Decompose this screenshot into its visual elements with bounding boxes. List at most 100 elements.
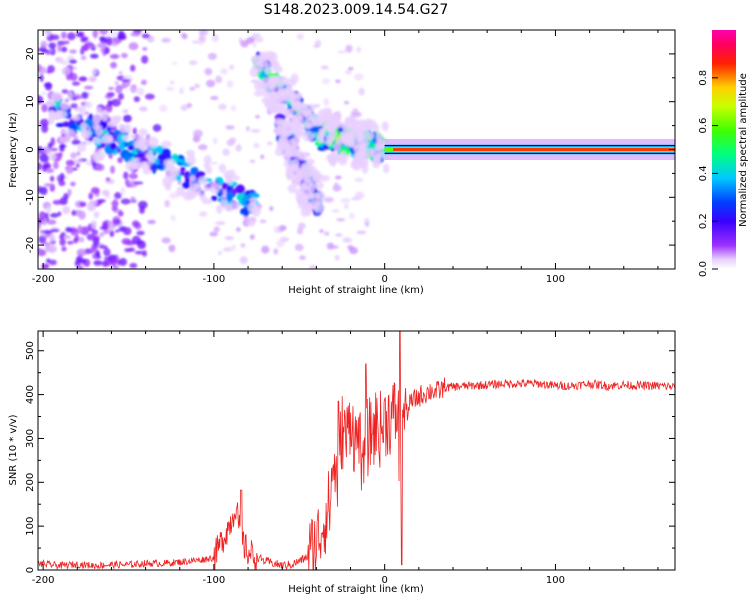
heatmap-cell (243, 206, 249, 216)
heatmap-cell (55, 122, 66, 128)
heatmap-cell (90, 53, 99, 59)
heatmap-cell (120, 52, 128, 59)
heatmap-cell (140, 79, 147, 86)
heatmap-cell (177, 173, 182, 183)
y-tick-label: 20 (25, 48, 36, 61)
heatmap-cell (283, 150, 292, 161)
heatmap-cell (64, 98, 70, 103)
heatmap-cell (218, 103, 227, 111)
y-tick-label: 10 (25, 95, 36, 108)
heatmap-cell (141, 33, 150, 39)
heatmap-cell (356, 135, 364, 144)
heatmap-cell (88, 76, 97, 83)
heatmap-cell (185, 149, 196, 157)
heatmap-cell (81, 44, 89, 52)
heatmap-cell (217, 250, 223, 256)
heatmap-cell (189, 86, 195, 91)
heatmap-cell (123, 123, 132, 134)
heatmap-cell (41, 103, 48, 113)
figure-title: S148.2023.009.14.54.G27 (264, 2, 449, 18)
heatmap-cell (140, 157, 148, 163)
heatmap-cell (118, 71, 123, 75)
heatmap-cell (356, 230, 367, 235)
heatmap-cell (74, 260, 81, 267)
heatmap-cell (48, 42, 57, 49)
heatmap-cell (171, 61, 178, 66)
heatmap-cell (38, 162, 42, 171)
heatmap-cell (198, 35, 207, 42)
heatmap-cell (295, 129, 304, 138)
heatmap-cell (343, 101, 350, 105)
heatmap-cell (142, 47, 148, 51)
heatmap-cell (59, 60, 70, 65)
heatmap-cell (99, 232, 105, 237)
heatmap-cell (331, 121, 343, 129)
heatmap-cell (112, 218, 121, 225)
heatmap-cell (75, 163, 80, 168)
heatmap-cell (80, 226, 90, 236)
heatmap-cell (229, 201, 241, 211)
y-tick-label: 100 (25, 517, 36, 536)
heatmap-cell (50, 34, 60, 40)
heatmap-cell (39, 74, 44, 82)
heatmap-cell (329, 113, 338, 122)
heatmap-cell (229, 64, 235, 70)
heatmap-cell (57, 211, 62, 217)
heatmap-cell (138, 200, 148, 209)
snr-line-layer (38, 331, 675, 570)
heatmap-cell (75, 94, 83, 100)
heatmap-cell (249, 159, 256, 163)
heatmap-cell (240, 243, 246, 248)
heatmap-cell (117, 157, 123, 164)
heatmap-cell (320, 65, 329, 70)
heatmap-cell (371, 147, 381, 160)
heatmap-cell (310, 126, 320, 133)
heatmap-cell (210, 161, 219, 165)
heatmap-cell (50, 228, 60, 233)
y-tick-label: 500 (25, 341, 36, 360)
heatmap-cell (240, 40, 249, 48)
x-tick-label: 100 (546, 274, 565, 285)
heatmap-cell (114, 192, 122, 199)
heatmap-cell (68, 59, 77, 64)
heatmap-cell (49, 233, 55, 243)
heatmap-cell (218, 163, 227, 173)
heatmap-cell (161, 37, 171, 43)
heatmap-cell (207, 52, 217, 60)
heatmap-cell (100, 37, 109, 44)
heatmap-cell (123, 114, 132, 123)
heatmap-cell (250, 197, 257, 207)
heatmap-cell (88, 192, 94, 200)
heatmap-cell (340, 121, 349, 130)
heatmap-cell (180, 104, 188, 111)
colorbar: 0.0 0.2 0.4 0.6 0.8 Normalized spectral ampl… (698, 30, 749, 277)
heatmap-cell (161, 237, 171, 244)
heatmap-cell (111, 200, 119, 207)
heatmap-cell (61, 246, 67, 252)
heatmap-cell (204, 67, 213, 76)
heatmap-cell (245, 125, 250, 132)
heatmap-cell (301, 184, 309, 192)
heatmap-cell (209, 182, 221, 194)
heatmap-cell (46, 69, 52, 74)
heatmap-cell (92, 67, 98, 76)
y-tick-label: 200 (25, 473, 36, 492)
heatmap-cell (290, 73, 299, 84)
heatmap-cell (340, 144, 347, 150)
heatmap-cell (146, 150, 154, 162)
heatmap-cell (41, 263, 50, 269)
snr-xlabel: Height of straight line (km) (288, 584, 424, 595)
heatmap-cell (230, 105, 237, 112)
heatmap-cell (49, 147, 58, 152)
heatmap-cell (136, 230, 145, 236)
heatmap-cell (78, 77, 88, 82)
heatmap-cell (343, 203, 349, 210)
heatmap-cell (39, 153, 50, 163)
heatmap-cell (251, 33, 261, 38)
snr-series-line (38, 331, 675, 570)
heatmap-cell (47, 244, 57, 254)
heatmap-cell (266, 141, 273, 146)
y-tick-label: 0 (25, 146, 36, 152)
heatmap-cell (345, 44, 353, 53)
